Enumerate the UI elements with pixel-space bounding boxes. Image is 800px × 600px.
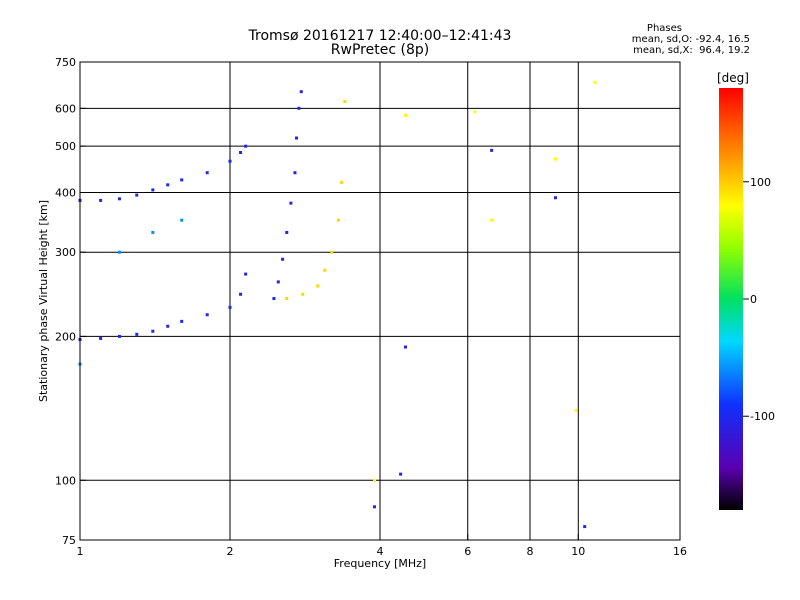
data-point bbox=[490, 148, 494, 152]
chart-title: Tromsø 20161217 12:40:00–12:41:43 bbox=[248, 28, 512, 44]
data-point bbox=[135, 332, 139, 336]
data-point bbox=[180, 319, 184, 323]
phase-stats-x: mean, sd,X: 96.4, 19.2 bbox=[633, 45, 750, 56]
data-point bbox=[583, 525, 587, 529]
x-tick-label: 4 bbox=[377, 545, 384, 558]
data-point bbox=[117, 334, 121, 338]
x-axis-label: Frequency [MHz] bbox=[334, 557, 426, 570]
data-point bbox=[151, 230, 155, 234]
data-point bbox=[117, 197, 121, 201]
colorbar-tick-label: 100 bbox=[750, 176, 771, 189]
data-point bbox=[295, 136, 299, 140]
x-tick-label: 8 bbox=[527, 545, 534, 558]
data-point bbox=[151, 329, 155, 333]
data-point bbox=[574, 408, 578, 412]
data-point bbox=[239, 150, 243, 154]
data-point bbox=[403, 345, 407, 349]
chart-subtitle: RwPretec (8p) bbox=[330, 42, 430, 58]
y-tick-label: 75 bbox=[62, 534, 76, 547]
data-point bbox=[180, 178, 184, 182]
data-point bbox=[239, 292, 243, 296]
data-point bbox=[340, 180, 344, 184]
data-point bbox=[323, 268, 327, 272]
colorbar bbox=[719, 88, 743, 510]
data-point bbox=[228, 159, 232, 163]
data-point bbox=[99, 336, 103, 340]
data-point bbox=[285, 230, 289, 234]
data-point bbox=[299, 90, 303, 94]
y-axis-label: Stationary phase Virtual Height [km] bbox=[37, 200, 50, 402]
colorbar-tick-label: -100 bbox=[750, 410, 775, 423]
data-point bbox=[151, 188, 155, 192]
colorbar-ticks: 100 0 -100 bbox=[743, 176, 775, 423]
phase-stats-o: mean, sd,O: -92.4, 16.5 bbox=[631, 34, 750, 45]
data-point bbox=[553, 157, 557, 161]
data-point bbox=[244, 272, 248, 276]
phases-heading: Phases bbox=[646, 23, 682, 34]
data-point bbox=[297, 106, 301, 110]
data-point bbox=[205, 313, 209, 317]
data-point bbox=[316, 284, 320, 288]
colorbar-label: [deg] bbox=[717, 71, 749, 85]
x-tick-label: 6 bbox=[464, 545, 471, 558]
data-point bbox=[281, 257, 285, 261]
data-point bbox=[272, 297, 276, 301]
data-point bbox=[117, 250, 121, 254]
data-point bbox=[228, 305, 232, 309]
y-tick-label: 750 bbox=[55, 56, 76, 69]
x-axis: 1 2 4 6 8 10 16 bbox=[77, 534, 687, 558]
data-point bbox=[553, 196, 557, 200]
data-point bbox=[99, 198, 103, 202]
data-point bbox=[289, 201, 293, 205]
colorbar-tick-label: 0 bbox=[750, 293, 757, 306]
data-points bbox=[78, 80, 597, 529]
x-tick-label: 2 bbox=[227, 545, 234, 558]
y-axis: 75 100 200 300 400 500 600 750 bbox=[55, 56, 86, 547]
data-point bbox=[373, 505, 377, 509]
data-point bbox=[135, 193, 139, 197]
data-point bbox=[343, 100, 347, 104]
data-point bbox=[293, 171, 297, 175]
data-point bbox=[166, 183, 170, 187]
data-point bbox=[473, 110, 477, 114]
data-point bbox=[276, 280, 280, 284]
data-point bbox=[166, 324, 170, 328]
y-tick-label: 300 bbox=[55, 246, 76, 259]
data-point bbox=[205, 171, 209, 175]
data-point bbox=[490, 218, 494, 222]
data-point bbox=[403, 113, 407, 117]
grid bbox=[80, 62, 680, 540]
y-tick-label: 400 bbox=[55, 186, 76, 199]
data-point bbox=[180, 218, 184, 222]
data-point bbox=[593, 80, 597, 84]
x-tick-label: 16 bbox=[673, 545, 687, 558]
x-tick-label: 10 bbox=[571, 545, 585, 558]
data-point bbox=[399, 472, 403, 476]
y-tick-label: 500 bbox=[55, 140, 76, 153]
y-tick-label: 200 bbox=[55, 330, 76, 343]
data-point bbox=[285, 297, 289, 301]
data-point bbox=[336, 218, 340, 222]
data-point bbox=[301, 292, 305, 296]
data-point bbox=[330, 250, 334, 254]
y-tick-label: 600 bbox=[55, 102, 76, 115]
data-point bbox=[373, 478, 377, 482]
data-point bbox=[244, 144, 248, 148]
y-tick-label: 100 bbox=[55, 474, 76, 487]
x-tick-label: 1 bbox=[77, 545, 84, 558]
